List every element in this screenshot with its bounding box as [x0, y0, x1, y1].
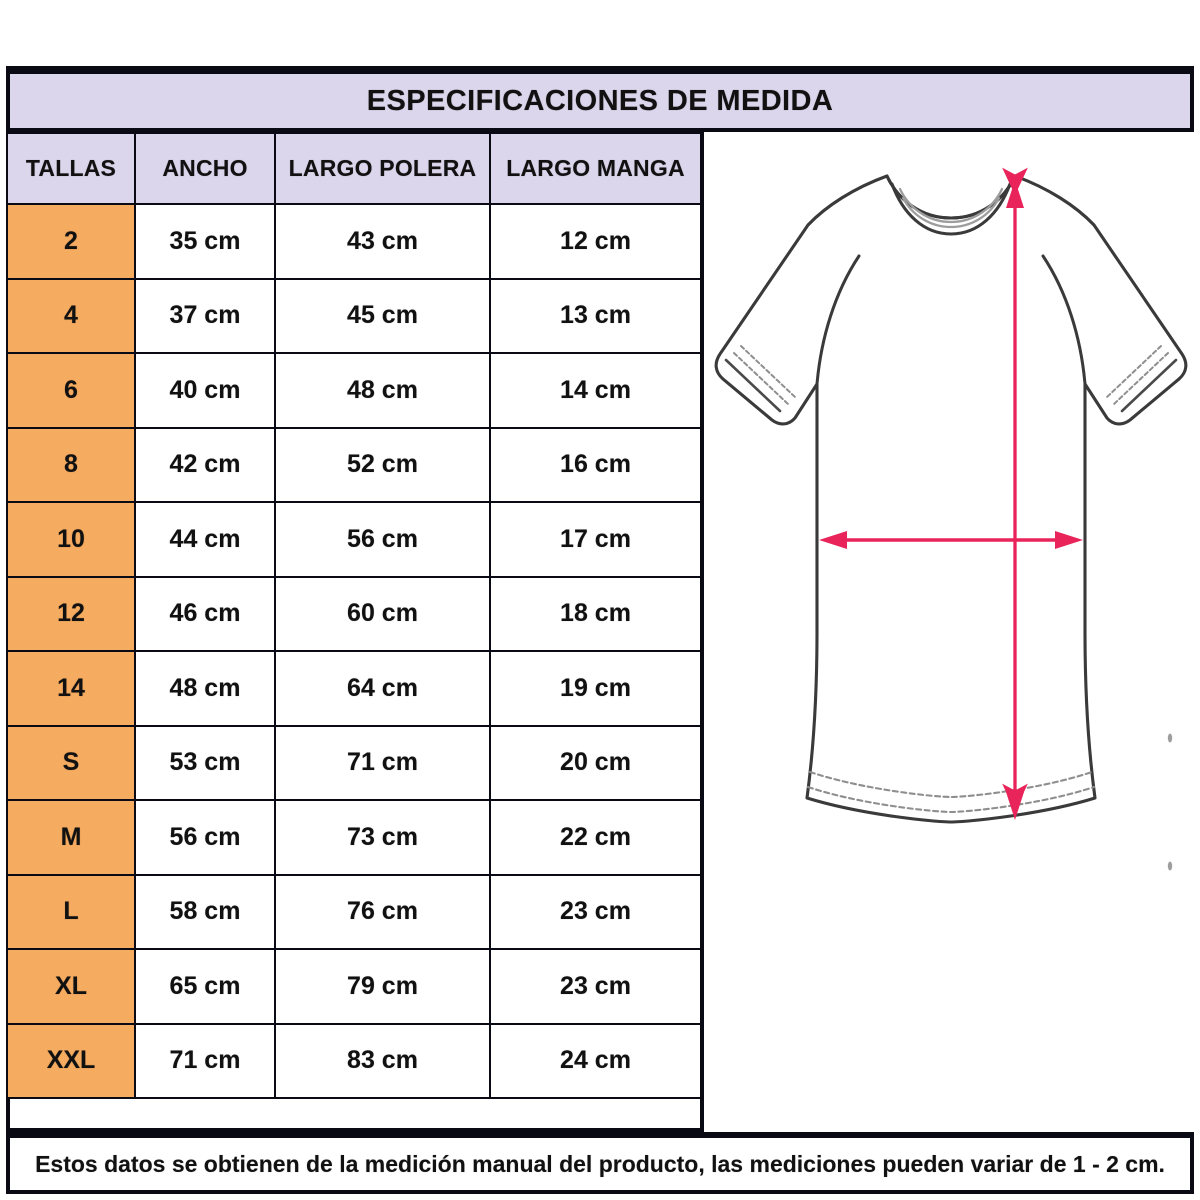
cell-talla: S: [6, 724, 136, 801]
cell-largo-polera: 43 cm: [274, 203, 491, 280]
cell-talla: 12: [6, 575, 136, 652]
width-arrow-heads: [819, 531, 1083, 549]
cell-largo-polera: 83 cm: [274, 1022, 491, 1099]
column-header-largo-manga: LARGO MANGA: [489, 132, 702, 205]
cell-ancho: 53 cm: [134, 724, 276, 801]
cell-talla: 2: [6, 203, 136, 280]
sleeve-hem-left: [724, 345, 796, 413]
table-row: M 56 cm 73 cm 22 cm: [6, 799, 702, 876]
cell-largo-manga: 23 cm: [489, 948, 702, 1025]
cell-talla: 10: [6, 501, 136, 578]
cell-largo-manga: 24 cm: [489, 1022, 702, 1099]
cell-ancho: 56 cm: [134, 799, 276, 876]
table-row: 4 37 cm 45 cm 13 cm: [6, 277, 702, 354]
sleeve-hem-right: [1106, 345, 1178, 413]
table-row: 14 48 cm 64 cm 19 cm: [6, 650, 702, 727]
cell-talla: XXL: [6, 1022, 136, 1099]
size-table-body: 2 35 cm 43 cm 12 cm 4 37 cm 45 cm 13 cm …: [6, 203, 702, 1099]
artifact-speck: [1167, 861, 1173, 871]
cell-largo-manga: 12 cm: [489, 203, 702, 280]
column-header-largo-polera: LARGO POLERA: [274, 132, 491, 205]
artifact-speck: [1167, 733, 1173, 743]
cell-largo-manga: 13 cm: [489, 277, 702, 354]
cell-talla: 4: [6, 277, 136, 354]
tshirt-illustration-pane: [700, 132, 1194, 1132]
tshirt-collar: [885, 174, 1017, 236]
tshirt-collar-stitching: [898, 187, 1004, 229]
tshirt-body-outline: [714, 174, 1188, 824]
cell-ancho: 46 cm: [134, 575, 276, 652]
table-row: 2 35 cm 43 cm 12 cm: [6, 203, 702, 280]
cell-talla: XL: [6, 948, 136, 1025]
length-arrow-heads: [1006, 180, 1024, 820]
cell-ancho: 40 cm: [134, 352, 276, 429]
table-row: S 53 cm 71 cm 20 cm: [6, 724, 702, 801]
footer-note: Estos datos se obtienen de la medición m…: [35, 1150, 1165, 1177]
footer-note-band: Estos datos se obtienen de la medición m…: [6, 1132, 1194, 1194]
table-row: XXL 71 cm 83 cm 24 cm: [6, 1022, 702, 1099]
cell-ancho: 42 cm: [134, 426, 276, 503]
cell-largo-polera: 56 cm: [274, 501, 491, 578]
cell-largo-polera: 76 cm: [274, 873, 491, 950]
cell-largo-polera: 60 cm: [274, 575, 491, 652]
cell-largo-manga: 20 cm: [489, 724, 702, 801]
table-row: L 58 cm 76 cm 23 cm: [6, 873, 702, 950]
cell-ancho: 48 cm: [134, 650, 276, 727]
tshirt-technical-drawing: [714, 167, 1188, 871]
chart-title-band: ESPECIFICACIONES DE MEDIDA: [6, 70, 1194, 132]
cell-ancho: 71 cm: [134, 1022, 276, 1099]
column-header-tallas: TALLAS: [6, 132, 136, 205]
cell-ancho: 35 cm: [134, 203, 276, 280]
page-title: ESPECIFICACIONES DE MEDIDA: [366, 84, 834, 117]
cell-ancho: 58 cm: [134, 873, 276, 950]
table-row: 12 46 cm 60 cm 18 cm: [6, 575, 702, 652]
cell-largo-manga: 19 cm: [489, 650, 702, 727]
tshirt-bottom-hem: [806, 770, 1096, 814]
cell-ancho: 44 cm: [134, 501, 276, 578]
cell-largo-manga: 22 cm: [489, 799, 702, 876]
table-row: 8 42 cm 52 cm 16 cm: [6, 426, 702, 503]
table-row: 6 40 cm 48 cm 14 cm: [6, 352, 702, 429]
cell-largo-manga: 18 cm: [489, 575, 702, 652]
cell-largo-polera: 48 cm: [274, 352, 491, 429]
cell-talla: 14: [6, 650, 136, 727]
cell-ancho: 65 cm: [134, 948, 276, 1025]
table-header-row: TALLAS ANCHO LARGO POLERA LARGO MANGA: [6, 132, 702, 205]
cell-talla: 8: [6, 426, 136, 503]
tshirt-shoulder-seams: [815, 254, 1087, 386]
cell-largo-polera: 45 cm: [274, 277, 491, 354]
cell-ancho: 37 cm: [134, 277, 276, 354]
cell-largo-manga: 23 cm: [489, 873, 702, 950]
cell-largo-manga: 14 cm: [489, 352, 702, 429]
cell-largo-polera: 73 cm: [274, 799, 491, 876]
cell-talla: L: [6, 873, 136, 950]
cell-largo-polera: 52 cm: [274, 426, 491, 503]
cell-talla: M: [6, 799, 136, 876]
cell-largo-polera: 79 cm: [274, 948, 491, 1025]
table-row: 10 44 cm 56 cm 17 cm: [6, 501, 702, 578]
cell-largo-polera: 71 cm: [274, 724, 491, 801]
cell-largo-manga: 17 cm: [489, 501, 702, 578]
cell-talla: 6: [6, 352, 136, 429]
column-header-ancho: ANCHO: [134, 132, 276, 205]
cell-largo-polera: 64 cm: [274, 650, 491, 727]
table-row: XL 65 cm 79 cm 23 cm: [6, 948, 702, 1025]
size-table: TALLAS ANCHO LARGO POLERA LARGO MANGA 2 …: [6, 132, 702, 1099]
cell-largo-manga: 16 cm: [489, 426, 702, 503]
